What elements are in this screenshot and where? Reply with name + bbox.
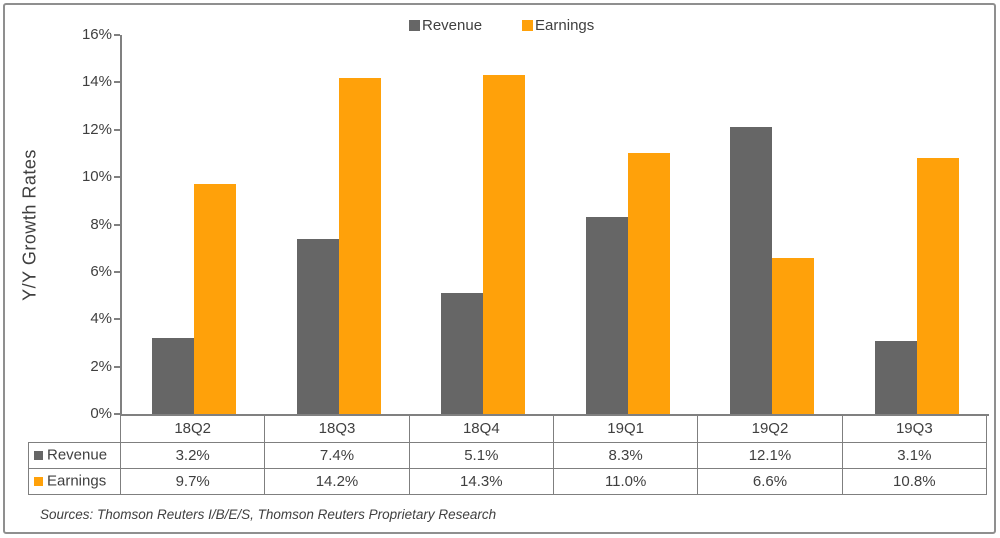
y-tick-mark: [114, 81, 120, 84]
bar-earnings-19Q1: [627, 153, 670, 414]
row-legend-label-revenue: Revenue: [47, 446, 108, 464]
chart-frame: Y/Y Growth Rates Revenue Earnings 16% 14%…: [3, 3, 996, 534]
table-row-revenue: Revenue 3.2% 7.4% 5.1% 8.3% 12.1% 3.1%: [28, 441, 988, 469]
y-axis-labels: 16% 14% 12% 10% 8% 6% 4% 2% 0%: [45, 26, 112, 422]
bar-revenue-19Q2: [730, 127, 773, 414]
column-header-18Q3: 18Q3: [264, 416, 410, 443]
cell-revenue-18Q4: 5.1%: [408, 441, 554, 469]
cell-revenue-19Q1: 8.3%: [552, 441, 699, 469]
table-corner-cell: [29, 416, 121, 442]
plot-area: [120, 35, 989, 416]
revenue-swatch-icon: [34, 450, 43, 460]
cell-revenue-19Q2: 12.1%: [697, 441, 843, 469]
cell-revenue-18Q3: 7.4%: [264, 441, 410, 469]
y-tick-mark: [114, 413, 120, 415]
y-tick-mark: [114, 176, 120, 179]
y-tick-label: 16%: [81, 26, 112, 43]
revenue-swatch-icon: [409, 20, 420, 31]
row-legend-label-earnings: Earnings: [47, 472, 107, 490]
bar-group-19Q1: [556, 35, 701, 414]
y-tick-label: 8%: [90, 215, 112, 233]
y-tick-label: 14%: [81, 73, 112, 91]
chart-legend: Revenue Earnings: [409, 17, 594, 34]
y-tick-label: 0%: [90, 405, 112, 422]
y-tick-label: 10%: [81, 168, 112, 186]
bar-revenue-19Q1: [585, 217, 628, 414]
earnings-swatch-icon: [34, 476, 43, 486]
cell-earnings-18Q2: 9.7%: [119, 467, 266, 495]
bar-revenue-18Q2: [152, 338, 195, 414]
legend-item-earnings: Earnings: [522, 17, 594, 34]
cell-earnings-18Q3: 14.2%: [264, 467, 410, 495]
bar-group-18Q4: [411, 35, 556, 414]
y-tick-label: 4%: [90, 310, 112, 328]
legend-label-revenue: Revenue: [422, 17, 483, 34]
bar-revenue-19Q3: [874, 340, 917, 414]
data-table: 18Q2 18Q3 18Q4 19Q1 19Q2 19Q3 Revenue 3.2% 7.4% 5…: [28, 416, 988, 495]
cell-earnings-19Q1: 11.0%: [552, 467, 699, 495]
column-header-18Q2: 18Q2: [119, 416, 266, 443]
y-tick-mark: [114, 128, 120, 131]
column-header-19Q2: 19Q2: [697, 416, 843, 443]
column-header-18Q4: 18Q4: [408, 416, 554, 443]
cell-earnings-18Q4: 14.3%: [408, 467, 554, 495]
bar-group-19Q3: [845, 35, 990, 414]
bar-revenue-18Q4: [441, 293, 484, 414]
data-table-body: 18Q2 18Q3 18Q4 19Q1 19Q2 19Q3 Revenue 3.2% 7.4% 5…: [28, 416, 988, 495]
y-axis-title: Y/Y Growth Rates: [19, 149, 40, 301]
legend-item-revenue: Revenue: [409, 17, 482, 34]
bar-earnings-18Q2: [194, 184, 237, 414]
bar-group-19Q2: [700, 35, 845, 414]
bar-earnings-18Q3: [338, 77, 381, 414]
earnings-swatch-icon: [522, 20, 534, 31]
bar-group-18Q2: [122, 35, 267, 414]
row-legend-earnings: Earnings: [28, 467, 121, 495]
cell-revenue-18Q2: 3.2%: [119, 441, 266, 469]
column-header-19Q3: 19Q3: [841, 416, 988, 443]
source-note: Sources: Thomson Reuters I/B/E/S, Thomso…: [40, 507, 497, 522]
column-header-19Q1: 19Q1: [552, 416, 699, 443]
y-tick-label: 2%: [90, 357, 112, 375]
bar-earnings-19Q2: [772, 257, 815, 414]
y-tick-mark: [114, 365, 120, 368]
y-tick-label: 6%: [90, 262, 112, 280]
cell-revenue-19Q3: 3.1%: [841, 441, 988, 469]
bar-group-18Q3: [267, 35, 412, 414]
table-row-earnings: Earnings 9.7% 14.2% 14.3% 11.0% 6.6% 10.8%: [28, 467, 988, 495]
y-tick-mark: [114, 318, 120, 321]
bar-revenue-18Q3: [296, 238, 339, 414]
table-header-row: 18Q2 18Q3 18Q4 19Q1 19Q2 19Q3: [29, 416, 988, 443]
legend-label-earnings: Earnings: [535, 17, 595, 34]
bar-earnings-19Q3: [916, 158, 959, 414]
row-legend-revenue: Revenue: [28, 441, 121, 469]
y-axis-ticks: [114, 34, 120, 415]
y-tick-label: 12%: [81, 120, 112, 138]
y-tick-mark: [114, 34, 120, 36]
y-tick-mark: [114, 223, 120, 226]
y-tick-mark: [114, 270, 120, 273]
cell-earnings-19Q3: 10.8%: [841, 467, 988, 495]
bar-earnings-18Q4: [483, 75, 526, 414]
cell-earnings-19Q2: 6.6%: [697, 467, 843, 495]
